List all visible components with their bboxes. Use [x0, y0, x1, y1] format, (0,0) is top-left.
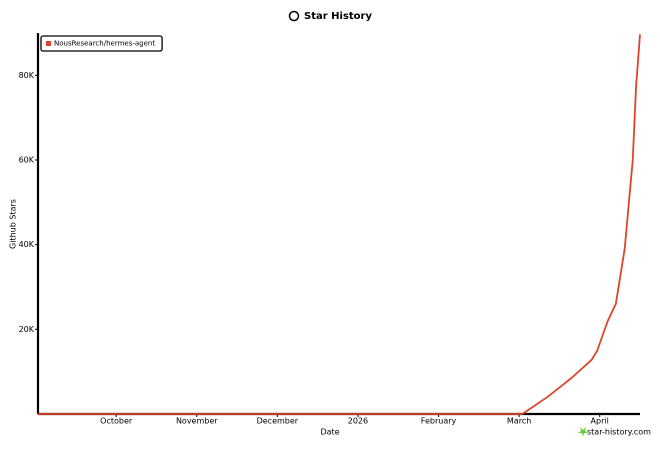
- y-tick-label: 40K: [19, 240, 35, 249]
- y-axis-label: Github Stars: [9, 199, 18, 249]
- x-tick-label: April: [591, 417, 609, 426]
- title-icon: [288, 10, 300, 22]
- legend-swatch: [46, 41, 51, 46]
- x-axis-label: Date: [320, 428, 339, 437]
- x-tick-label: March: [507, 417, 531, 426]
- watermark-icon: [578, 427, 588, 437]
- y-tick-label: 60K: [19, 156, 35, 165]
- legend-label: NousResearch/hermes-agent: [54, 40, 155, 48]
- x-tick-label: November: [176, 417, 218, 426]
- x-tick-label: 2026: [348, 417, 368, 426]
- legend-box: [40, 35, 163, 52]
- y-tick-label: 80K: [19, 71, 35, 80]
- x-tick-label: February: [421, 417, 457, 426]
- series-line: [38, 34, 641, 415]
- x-tick-label: October: [100, 417, 133, 426]
- watermark: star-history.com: [587, 428, 651, 437]
- chart-title: Star History: [304, 11, 372, 22]
- y-tick-label: 20K: [19, 325, 35, 334]
- x-tick-label: December: [257, 417, 299, 426]
